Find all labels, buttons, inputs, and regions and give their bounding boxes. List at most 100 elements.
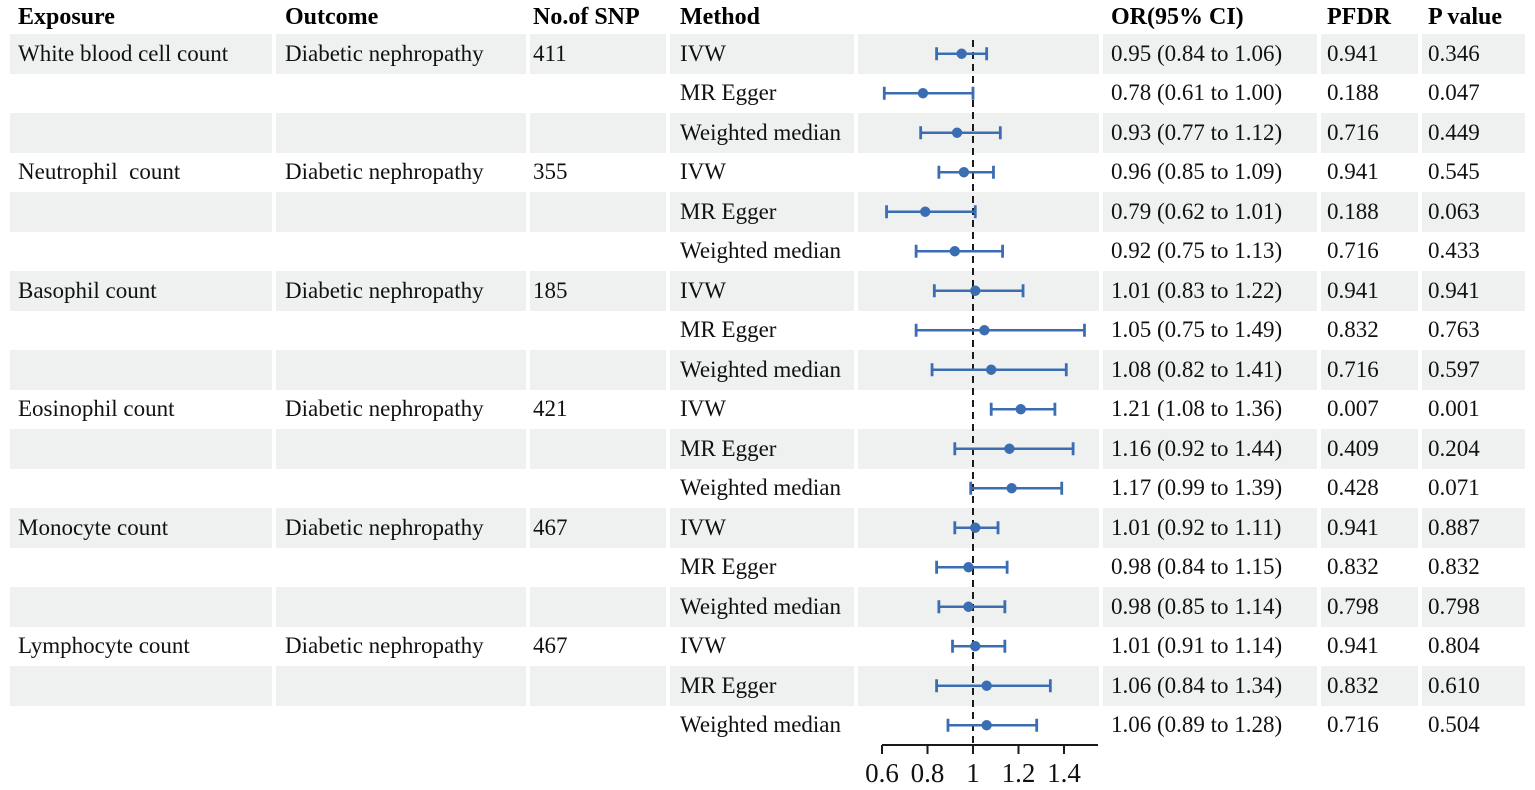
- table-row: MR Egger 0.79 (0.62 to 1.01) 0.188 0.063: [10, 192, 1525, 232]
- cell-outcome: [276, 350, 526, 390]
- cell-pfdr: 0.798: [1321, 587, 1418, 627]
- cell-pvalue: 0.832: [1428, 554, 1480, 580]
- table-row: MR Egger 1.16 (0.92 to 1.44) 0.409 0.204: [10, 429, 1525, 469]
- cell-method: Weighted median: [670, 113, 854, 153]
- cell-method: IVW: [680, 396, 726, 422]
- cell-or-ci: 0.78 (0.61 to 1.00): [1111, 80, 1283, 106]
- cell-plot: [858, 113, 1099, 153]
- cell-outcome: [276, 192, 526, 232]
- table-row: Lymphocyte count Diabetic nephropathy 46…: [10, 627, 1525, 667]
- cell-plot: [858, 350, 1099, 390]
- header-snp: No.of SNP: [533, 3, 640, 30]
- cell-or-ci: 1.06 (0.89 to 1.28): [1111, 712, 1283, 738]
- cell-exposure: [10, 232, 272, 272]
- cell-pvalue: 0.204: [1422, 429, 1525, 469]
- cell-plot: [858, 469, 1099, 509]
- cell-snp: [530, 74, 666, 114]
- cell-or-ci: 1.17 (0.99 to 1.39): [1111, 475, 1283, 501]
- cell-plot: [858, 666, 1099, 706]
- cell-exposure: [10, 74, 272, 114]
- cell-plot: [858, 34, 1099, 74]
- cell-pvalue: 0.047: [1428, 80, 1480, 106]
- cell-or-ci: 0.96 (0.85 to 1.09): [1111, 159, 1283, 185]
- cell-or-ci: 0.98 (0.85 to 1.14): [1103, 587, 1317, 627]
- cell-snp: [530, 429, 666, 469]
- cell-pfdr: 0.409: [1321, 429, 1418, 469]
- table-row: Weighted median 0.93 (0.77 to 1.12) 0.71…: [10, 113, 1525, 153]
- cell-plot: [858, 429, 1099, 469]
- cell-method: Weighted median: [680, 712, 842, 738]
- table-row: Weighted median 1.17 (0.99 to 1.39) 0.42…: [10, 469, 1525, 509]
- header-row: Exposure Outcome No.of SNP Method OR(95%…: [10, 0, 1525, 34]
- cell-exposure: [10, 429, 272, 469]
- table-body: White blood cell count Diabetic nephropa…: [10, 34, 1525, 745]
- cell-snp: [530, 548, 666, 588]
- cell-snp: 355: [533, 159, 568, 185]
- cell-snp: [530, 113, 666, 153]
- cell-outcome: Diabetic nephropathy: [285, 396, 484, 422]
- cell-method: Weighted median: [680, 238, 842, 264]
- cell-snp: [530, 311, 666, 351]
- cell-pfdr: 0.007: [1327, 396, 1379, 422]
- cell-outcome: Diabetic nephropathy: [285, 159, 484, 185]
- cell-method: IVW: [670, 34, 854, 74]
- cell-pvalue: 0.545: [1428, 159, 1480, 185]
- cell-exposure: [10, 587, 272, 627]
- cell-plot: [858, 192, 1099, 232]
- cell-snp: 467: [530, 508, 666, 548]
- cell-method: IVW: [670, 271, 854, 311]
- cell-method: Weighted median: [680, 475, 842, 501]
- cell-exposure: Eosinophil count: [18, 396, 175, 422]
- cell-pfdr: 0.941: [1327, 633, 1379, 659]
- table-row: MR Egger 0.98 (0.84 to 1.15) 0.832 0.832: [10, 548, 1525, 588]
- cell-exposure: [10, 548, 272, 588]
- cell-pvalue: 0.941: [1422, 271, 1525, 311]
- cell-exposure: [10, 311, 272, 351]
- cell-exposure: [10, 350, 272, 390]
- header-exposure: Exposure: [18, 3, 115, 30]
- cell-method: IVW: [680, 633, 726, 659]
- cell-outcome: [276, 666, 526, 706]
- cell-outcome: [276, 74, 526, 114]
- table-row: Weighted median 0.98 (0.85 to 1.14) 0.79…: [10, 587, 1525, 627]
- cell-pvalue: 0.763: [1428, 317, 1480, 343]
- cell-pvalue: 0.063: [1422, 192, 1525, 232]
- table-row: Eosinophil count Diabetic nephropathy 42…: [10, 390, 1525, 430]
- cell-pfdr: 0.941: [1321, 271, 1418, 311]
- cell-pvalue: 0.804: [1428, 633, 1480, 659]
- cell-pvalue: 0.887: [1422, 508, 1525, 548]
- cell-pfdr: 0.716: [1321, 350, 1418, 390]
- axis-tick-label: 0.8: [911, 758, 945, 788]
- cell-snp: 421: [533, 396, 568, 422]
- header-outcome: Outcome: [285, 3, 379, 30]
- header-plot-spacer: [858, 0, 1099, 34]
- cell-pfdr: 0.832: [1327, 317, 1379, 343]
- cell-or-ci: 0.98 (0.84 to 1.15): [1111, 554, 1283, 580]
- x-axis: 0.6 0.8 1 1.2 1.4: [865, 744, 1098, 788]
- cell-pfdr: 0.832: [1327, 554, 1379, 580]
- cell-plot: [858, 271, 1099, 311]
- cell-plot: [858, 390, 1099, 430]
- cell-pvalue: 0.433: [1428, 238, 1480, 264]
- cell-exposure: [10, 666, 272, 706]
- cell-snp: [530, 350, 666, 390]
- cell-outcome: [276, 232, 526, 272]
- cell-pvalue: 0.071: [1428, 475, 1480, 501]
- cell-pvalue: 0.610: [1422, 666, 1525, 706]
- header-method: Method: [680, 3, 760, 30]
- table-row: MR Egger 0.78 (0.61 to 1.00) 0.188 0.047: [10, 74, 1525, 114]
- table-row: Weighted median 1.06 (0.89 to 1.28) 0.71…: [10, 706, 1525, 746]
- cell-outcome: [276, 113, 526, 153]
- cell-outcome: Diabetic nephropathy: [276, 34, 526, 74]
- cell-pfdr: 0.716: [1327, 712, 1379, 738]
- cell-method: Weighted median: [670, 587, 854, 627]
- cell-plot: [858, 587, 1099, 627]
- cell-pfdr: 0.188: [1327, 80, 1379, 106]
- cell-method: MR Egger: [670, 429, 854, 469]
- axis-tick-label: 0.6: [865, 758, 899, 788]
- cell-method: IVW: [670, 508, 854, 548]
- cell-plot: [858, 548, 1099, 588]
- cell-pvalue: 0.001: [1428, 396, 1480, 422]
- cell-outcome: [276, 469, 526, 509]
